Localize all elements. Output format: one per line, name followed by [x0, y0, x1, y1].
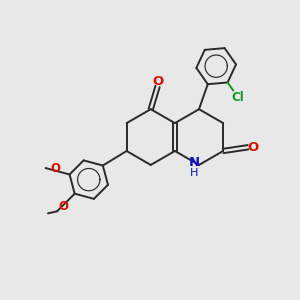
Text: O: O [247, 141, 259, 154]
Text: O: O [50, 162, 60, 175]
Text: H: H [190, 168, 198, 178]
Text: Cl: Cl [232, 91, 244, 103]
Text: N: N [188, 156, 200, 170]
Text: O: O [152, 75, 163, 88]
Text: O: O [58, 200, 68, 213]
